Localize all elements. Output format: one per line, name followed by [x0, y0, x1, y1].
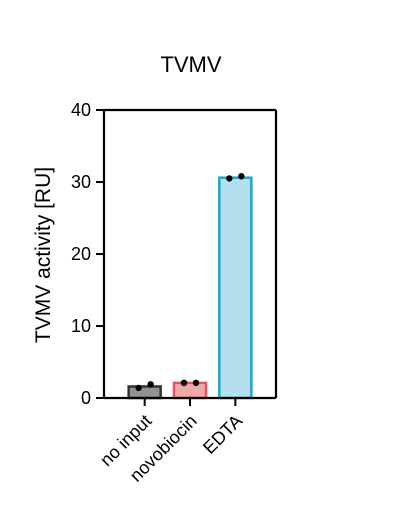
- data-point-2-0: [226, 175, 233, 182]
- y-tick-label-0: 0: [81, 388, 91, 408]
- chart-title: TVMV: [160, 52, 221, 77]
- data-point-0-0: [135, 384, 142, 392]
- y-tick-label-3: 30: [71, 172, 91, 192]
- y-axis-label: TVMV activity [RU]: [32, 167, 55, 343]
- y-tick-label-4: 40: [71, 100, 91, 120]
- bar-1: [172, 381, 208, 400]
- y-tick-label-1: 10: [71, 316, 91, 336]
- data-point-1-1: [192, 379, 200, 387]
- data-point-2-1: [238, 173, 245, 180]
- bar-2: [218, 176, 253, 400]
- data-point-0-1: [147, 381, 154, 388]
- data-point-1-0: [180, 379, 188, 387]
- y-tick-label-2: 20: [71, 244, 91, 264]
- bar-0: [127, 385, 162, 400]
- x-tick-label-2: EDTA: [199, 411, 246, 458]
